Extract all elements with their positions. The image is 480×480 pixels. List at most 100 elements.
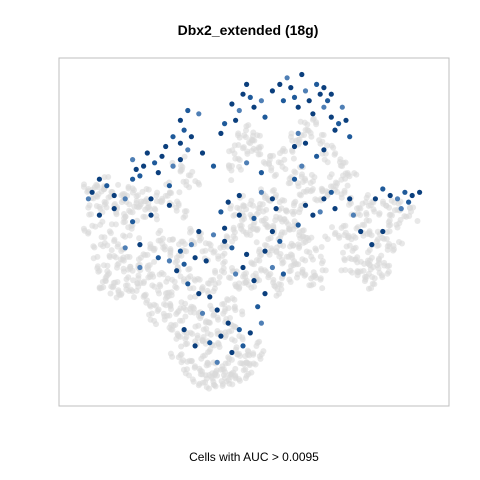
auc-positive-cell-point <box>251 215 257 221</box>
background-cell-point <box>97 206 104 212</box>
auc-positive-cell-point <box>314 153 320 159</box>
auc-positive-cell-point <box>321 104 327 110</box>
background-cell-point <box>282 148 288 155</box>
background-cell-point <box>210 378 217 385</box>
background-cell-point <box>206 240 213 247</box>
background-cell-point <box>142 198 149 205</box>
background-cell-point <box>155 230 162 237</box>
background-cell-point <box>129 185 136 192</box>
auc-positive-cell-point <box>203 258 209 264</box>
background-cell-point <box>355 204 362 211</box>
auc-positive-cell-point <box>398 206 404 212</box>
background-cell-point <box>178 299 185 306</box>
background-cell-point <box>246 360 253 367</box>
background-cell-point <box>215 279 222 286</box>
background-cell-point <box>226 165 233 171</box>
background-cell-point <box>147 273 154 280</box>
auc-positive-cell-point <box>177 248 183 254</box>
background-cell-point <box>163 278 170 285</box>
background-cell-point <box>241 132 248 139</box>
background-cell-point <box>299 256 306 263</box>
auc-positive-cell-point <box>196 291 202 297</box>
background-cell-point <box>363 273 370 280</box>
auc-positive-cell-point <box>325 98 331 104</box>
background-cell-point <box>115 289 122 296</box>
auc-positive-cell-point <box>358 228 364 235</box>
auc-positive-cell-point <box>144 150 150 156</box>
auc-positive-cell-point <box>166 183 172 189</box>
auc-positive-cell-point <box>332 127 338 133</box>
background-cell-point <box>229 381 236 388</box>
auc-positive-cell-point <box>310 212 316 218</box>
background-cell-point <box>230 226 237 233</box>
background-cell-point <box>142 252 149 259</box>
background-cell-point <box>370 264 377 271</box>
background-cell-point <box>278 205 285 212</box>
background-cell-point <box>235 142 242 148</box>
background-cell-point <box>153 321 159 328</box>
background-cell-point <box>254 132 261 139</box>
auc-positive-cell-point <box>188 134 194 140</box>
background-cell-point <box>316 137 323 144</box>
background-cell-point <box>186 184 193 191</box>
background-cell-point <box>231 305 238 312</box>
background-cell-point <box>257 151 264 158</box>
background-cell-point <box>202 247 209 254</box>
background-cell-point <box>265 272 272 279</box>
background-cell-point <box>127 265 134 272</box>
background-cell-point <box>319 267 326 274</box>
background-cell-point <box>260 208 267 215</box>
background-cell-point <box>361 222 368 229</box>
background-cell-point <box>374 228 381 235</box>
background-cell-point <box>235 350 242 357</box>
background-cell-point <box>244 347 251 354</box>
background-cell-point <box>265 223 272 230</box>
background-cell-point <box>189 168 196 175</box>
auc-positive-cell-point <box>244 160 250 166</box>
auc-positive-cell-point <box>262 248 268 254</box>
auc-positive-cell-point <box>269 264 275 271</box>
background-cell-point <box>109 284 116 291</box>
background-cell-point <box>209 306 215 313</box>
background-cell-point <box>414 218 421 224</box>
auc-positive-cell-point <box>207 294 213 300</box>
background-cell-point <box>122 233 128 240</box>
background-cell-point <box>147 243 154 250</box>
background-cell-point <box>299 227 306 234</box>
auc-positive-cell-point <box>222 225 228 231</box>
background-cell-point <box>168 321 175 328</box>
background-cell-point <box>338 194 345 201</box>
background-cell-point <box>270 276 277 283</box>
background-cell-point <box>175 332 181 339</box>
background-cell-point <box>171 278 178 285</box>
background-cell-point <box>307 180 314 186</box>
auc-positive-cell-point <box>111 206 117 212</box>
background-cell-point <box>278 286 285 293</box>
background-cell-point <box>124 282 131 289</box>
background-cell-point <box>175 354 182 361</box>
auc-positive-cell-point <box>251 104 257 110</box>
auc-positive-cell-point <box>222 238 228 244</box>
background-cell-point <box>287 267 294 274</box>
background-cell-point <box>304 121 311 128</box>
background-cell-point <box>273 192 279 198</box>
background-cell-point <box>253 239 260 246</box>
background-cell-point <box>151 205 158 212</box>
auc-positive-cell-point <box>417 189 423 195</box>
auc-positive-cell-point <box>328 114 334 120</box>
auc-positive-cell-point <box>225 320 231 326</box>
background-cell-point <box>290 155 297 162</box>
background-cell-point <box>144 264 151 271</box>
auc-positive-cell-point <box>240 264 246 271</box>
background-cell-point <box>353 225 360 232</box>
background-cell-point <box>397 216 404 223</box>
auc-positive-cell-point <box>185 107 191 114</box>
auc-positive-cell-point <box>273 206 279 212</box>
background-cell-point <box>188 357 195 364</box>
background-cell-point <box>240 202 247 209</box>
auc-positive-cell-point <box>229 101 235 107</box>
background-cell-point <box>229 238 236 245</box>
auc-positive-cell-point <box>372 196 378 202</box>
background-cells-layer <box>80 115 421 392</box>
background-cell-point <box>317 275 324 282</box>
